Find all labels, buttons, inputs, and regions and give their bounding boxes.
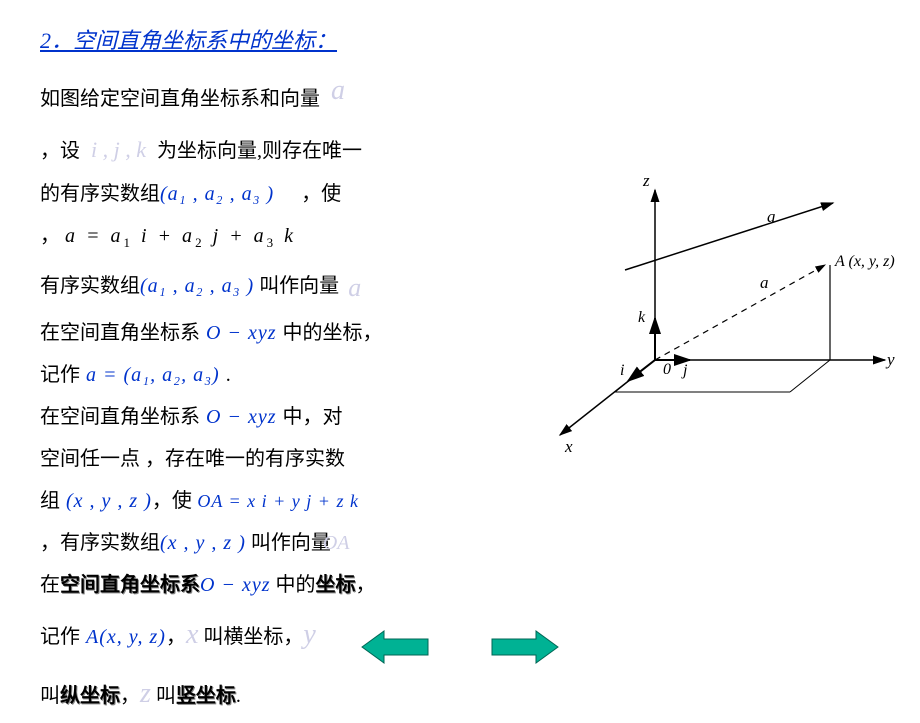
arrow-left-icon [360, 629, 430, 665]
xyz-tuple: (x , y , z ) [60, 490, 152, 512]
arrow-right-icon [490, 629, 560, 665]
tuple-a2: (a₁ , a₂ , a₃ ) [140, 275, 254, 297]
line-7: 记作 a = (a₁, a₂, a₃) . [40, 354, 540, 396]
bold-vert: 纵坐标 [60, 685, 120, 707]
text: 叫作向量 [246, 532, 331, 554]
text: 在空间直角坐标系 [40, 322, 200, 344]
text: 有序实数组 [40, 275, 140, 297]
nav-bar [0, 629, 920, 670]
z-label: z [642, 171, 650, 190]
k-label: k [638, 309, 646, 326]
next-button[interactable] [490, 629, 560, 665]
ghost-z: z [140, 678, 151, 709]
line-4: ， a = a1 i + a2 j + a3 k [40, 215, 540, 257]
bold-coord: 坐标 [315, 574, 355, 596]
text: 空间任一点 ，存在唯一的有序实数 [40, 448, 345, 470]
line-8: 在空间直角坐标系 O − xyz 中，对 [40, 396, 540, 438]
line-5: 有序实数组(a₁ , a₂ , a₃ ) 叫作向量 a [40, 257, 540, 312]
line-12: 在空间直角坐标系O − xyz 中的坐标， [40, 564, 540, 606]
line-2: ，设 i , j , k 为坐标向量,则存在唯一 [40, 127, 540, 173]
line-6: 在空间直角坐标系 O − xyz 中的坐标， [40, 312, 540, 354]
oxyz2: O − xyz [200, 406, 282, 428]
prev-button[interactable] [360, 629, 430, 665]
text: 组 [40, 490, 60, 512]
line-11: ，有序实数组(x , y , z ) 叫作向量OA [40, 522, 540, 564]
text-content: 2．空间直角坐标系中的坐标： 如图给定空间直角坐标系和向量 a ，设 i , j… [40, 18, 540, 723]
A-label: A (x, y, z) [834, 253, 895, 270]
ghost-var-a: a [331, 75, 345, 106]
equation-a: a = a1 i + a2 j + a3 k [65, 225, 296, 247]
a-vector [625, 203, 833, 270]
ghost-ijk: i , j , k [91, 137, 146, 162]
bold-z: 竖坐标 [176, 685, 236, 707]
ghost-oa: OA [323, 532, 350, 554]
text: ， [355, 574, 375, 596]
coordinate-diagram: z y x 0 k j i a a A (x, y, z) [535, 160, 915, 460]
diagram-svg: z y x 0 k j i a a A (x, y, z) [535, 160, 915, 460]
text: 叫作向量 [259, 275, 339, 297]
y-label: y [885, 350, 895, 369]
origin-label: 0 [663, 361, 671, 378]
xyz-tuple2: (x , y , z ) [160, 532, 246, 554]
text: 在 [40, 574, 60, 596]
bold-coord-sys: 空间直角坐标系 [60, 574, 200, 596]
text: 在空间直角坐标系 [40, 406, 200, 428]
i-label: i [620, 362, 624, 379]
text: 中的坐标， [282, 322, 382, 344]
oa-vector [655, 265, 825, 360]
text: ， [120, 685, 140, 707]
text: . [226, 364, 231, 386]
box-edge [790, 360, 830, 392]
text: ，使 [301, 183, 341, 205]
line-10: 组 (x , y , z )，使 OA = x i + y j + z k [40, 480, 540, 522]
text: 为坐标向量,则存在唯一 [157, 140, 362, 162]
line-3: 的有序实数组(a₁ , a₂ , a₃ ) ，使 [40, 173, 540, 215]
text: 中的 [270, 574, 315, 596]
text: . [236, 685, 241, 707]
text: 的有序实数组 [40, 183, 160, 205]
j-label: j [681, 362, 688, 379]
text: ，有序实数组 [40, 532, 160, 554]
x-label: x [564, 437, 573, 456]
text: ，使 [152, 490, 192, 512]
text: 如图给定空间直角坐标系和向量 [40, 88, 320, 110]
text: 叫 [151, 685, 176, 707]
a-label-2: a [760, 273, 769, 292]
text: 记作 [40, 364, 80, 386]
ghost-a2: a [348, 273, 361, 302]
tuple-a: (a₁ , a₂ , a₃ ) [160, 183, 274, 205]
section-title: 2．空间直角坐标系中的坐标： [40, 18, 540, 64]
a-equals: a = (a₁, a₂, a₃) [80, 364, 226, 386]
text: 叫 [40, 685, 60, 707]
oxyz3: O − xyz [200, 574, 270, 596]
text: ， [40, 225, 60, 247]
text: 中，对 [282, 406, 342, 428]
line-9: 空间任一点 ，存在唯一的有序实数 [40, 438, 540, 480]
oxyz: O − xyz [200, 322, 282, 344]
oa-eq: OA = x i + y j + z k [192, 491, 359, 511]
a-label-1: a [767, 207, 776, 226]
line-14: 叫纵坐标，z 叫竖坐标. [40, 665, 540, 723]
line-1: 如图给定空间直角坐标系和向量 a [40, 68, 540, 127]
text: ，设 [40, 140, 80, 162]
